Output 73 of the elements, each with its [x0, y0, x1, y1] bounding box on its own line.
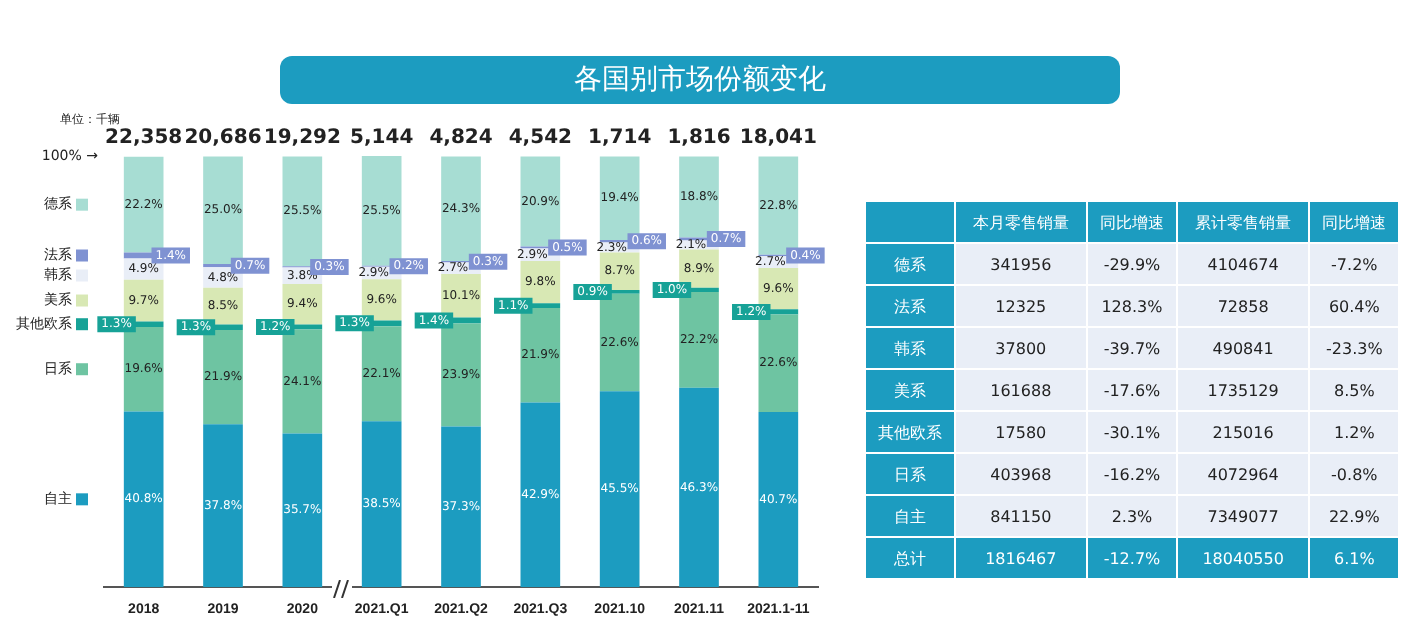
text: -39.7% — [1103, 339, 1161, 357]
text: 1.2% — [1333, 423, 1375, 441]
text: -16.2% — [1103, 465, 1161, 483]
text: -12.7% — [1103, 549, 1161, 567]
bar — [599, 293, 640, 392]
text: 4072964 — [1207, 465, 1279, 483]
text: 37800 — [995, 339, 1047, 357]
bar — [441, 323, 481, 427]
bar — [520, 308, 561, 403]
bar — [123, 411, 164, 588]
bar — [123, 156, 164, 253]
text: 2.3% — [1111, 507, 1153, 525]
category-label: 同比增速 — [1310, 202, 1398, 242]
text: 215016 — [1212, 423, 1274, 441]
category-label: 本月零售销量 — [955, 202, 1087, 242]
text: 18040550 — [1202, 549, 1284, 567]
category-label: 自主 — [893, 507, 926, 525]
text: 341956 — [990, 255, 1052, 273]
category-label: 总计 — [893, 549, 926, 567]
category-label: 日系 — [893, 465, 926, 483]
text: -29.9% — [1103, 255, 1161, 273]
text: 4,824 — [429, 127, 493, 150]
text: 8.5% — [1333, 381, 1375, 399]
text: 1816467 — [985, 549, 1057, 567]
text: 22.9% — [1328, 507, 1380, 525]
bar — [679, 387, 719, 588]
text: -0.8% — [1331, 465, 1378, 483]
category-label: 其他欧系 — [877, 423, 942, 441]
bar — [203, 330, 243, 425]
bar — [282, 329, 323, 434]
bar — [758, 411, 799, 588]
text: -23.3% — [1326, 339, 1383, 357]
bar — [441, 426, 481, 588]
text: 20,686 — [184, 127, 262, 150]
category-label: 美系 — [893, 381, 926, 399]
text: 7349077 — [1207, 507, 1279, 525]
text: -17.6% — [1103, 381, 1161, 399]
text: 1,816 — [667, 127, 731, 150]
text: 12325 — [995, 297, 1047, 315]
text: 60.4% — [1328, 297, 1380, 315]
text: 128.3% — [1101, 297, 1163, 315]
category-label: 德系 — [893, 255, 926, 273]
category-label: 法系 — [893, 297, 926, 315]
text: 403968 — [990, 465, 1052, 483]
bar — [203, 424, 243, 588]
bar — [758, 314, 799, 412]
text: 490841 — [1212, 339, 1274, 357]
category-label: 韩系 — [893, 339, 926, 357]
text: 4,542 — [508, 127, 573, 150]
text: 22,358 — [105, 127, 183, 150]
text: 72858 — [1217, 297, 1269, 315]
bar — [679, 292, 719, 388]
text: 1735129 — [1207, 381, 1279, 399]
category-label: 累计零售销量 — [1177, 202, 1309, 242]
text: 19,292 — [263, 127, 341, 150]
text: 161688 — [990, 381, 1052, 399]
text: 4104674 — [1207, 255, 1279, 273]
bar — [282, 433, 323, 588]
text: 6.1% — [1333, 549, 1375, 567]
text: 5,144 — [350, 127, 414, 150]
bar — [361, 326, 402, 422]
bar — [520, 402, 561, 588]
bar — [123, 327, 164, 412]
text: -7.2% — [1331, 255, 1378, 273]
text: -30.1% — [1103, 423, 1161, 441]
chart-title: 各国别市场份额变化 — [280, 56, 1120, 104]
text: 841150 — [990, 507, 1052, 525]
category-label: 同比增速 — [1088, 202, 1176, 242]
text: 17580 — [995, 423, 1047, 441]
bar — [361, 421, 402, 588]
bar — [599, 391, 640, 588]
text: 1,714 — [588, 127, 652, 150]
text: 18,041 — [739, 127, 817, 150]
